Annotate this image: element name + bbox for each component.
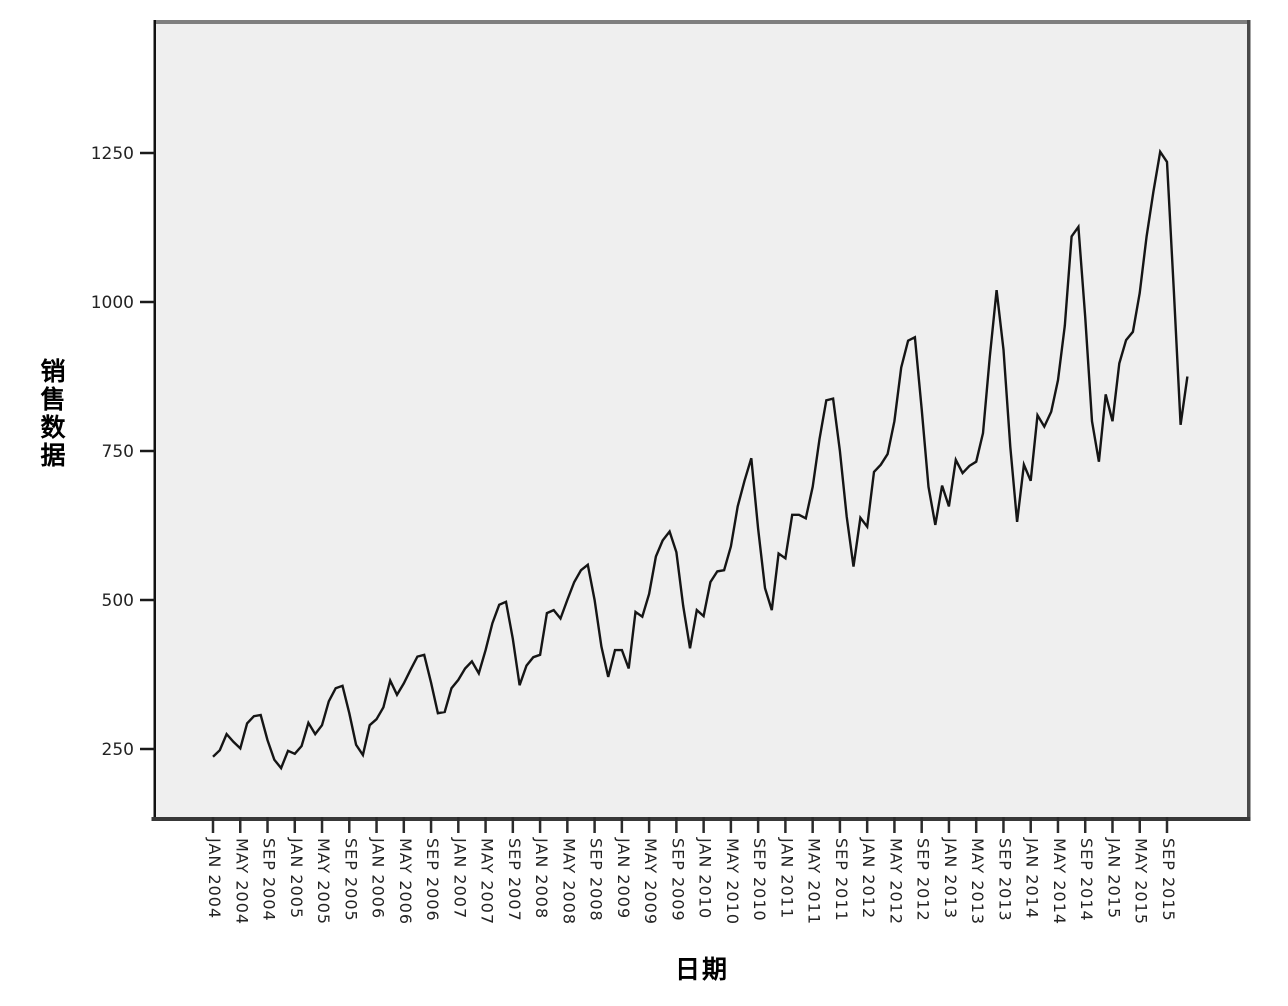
x-tick-label: SEP 2012	[914, 838, 933, 922]
x-tick-label: JAN 2010	[696, 837, 715, 919]
x-tick-label: SEP 2006	[423, 838, 442, 922]
frame-right	[1247, 20, 1251, 821]
x-tick-label: JAN 2008	[532, 837, 551, 919]
x-tick-label: SEP 2011	[832, 838, 851, 922]
x-tick-label: JAN 2012	[859, 837, 878, 919]
sales-series-line	[212, 148, 1189, 771]
x-tick-label: MAY 2006	[396, 838, 415, 925]
frame-top	[155, 20, 1250, 24]
y-tick-label: 750	[102, 442, 134, 462]
x-tick-label: JAN 2011	[777, 837, 796, 919]
x-tick-label: SEP 2004	[260, 838, 279, 922]
y-tick-label: 500	[102, 591, 134, 611]
x-tick-label: SEP 2009	[668, 838, 687, 922]
x-tick-label: SEP 2015	[1159, 838, 1178, 922]
x-tick-label: JAN 2006	[369, 837, 388, 919]
x-tick-label: JAN 2005	[287, 837, 306, 919]
x-tick-label: JAN 2013	[941, 837, 960, 919]
y-tick-label: 250	[102, 740, 134, 760]
x-tick-label: JAN 2009	[614, 837, 633, 919]
x-tick-label: MAY 2007	[478, 838, 497, 925]
x-tick-label: JAN 2015	[1104, 837, 1123, 919]
y-tick-label: 1250	[91, 144, 134, 164]
x-axis-ticks: JAN 2004 MAY 2004 SEP 2004 JAN 2005 MAY 2005…	[205, 817, 1178, 925]
frame-left (y-axis)	[153, 20, 156, 817]
x-tick-label: MAY 2009	[641, 838, 660, 925]
y-tick-label: 1000	[91, 293, 134, 313]
frame-bottom (x-axis)	[151, 817, 1251, 821]
x-tick-label: MAY 2015	[1132, 838, 1151, 925]
x-tick-label: MAY 2011	[805, 838, 824, 925]
x-tick-label: JAN 2014	[1023, 837, 1042, 919]
x-tick-label: MAY 2008	[559, 838, 578, 925]
x-tick-label: MAY 2013	[968, 838, 987, 925]
x-tick-label: MAY 2005	[314, 838, 333, 925]
plot-area	[155, 23, 1247, 817]
x-tick-label: SEP 2014	[1077, 838, 1096, 922]
x-tick-label: MAY 2010	[723, 838, 742, 925]
x-tick-label: JAN 2004	[205, 837, 224, 919]
x-tick-label: SEP 2013	[995, 838, 1014, 922]
x-tick-label: SEP 2007	[505, 838, 524, 922]
x-tick-label: MAY 2004	[232, 838, 251, 925]
x-tick-label: JAN 2007	[450, 837, 469, 919]
y-axis-title: 销售数据	[40, 357, 66, 470]
plot-frame	[151, 20, 1251, 821]
y-axis-ticks: 250 500 750 1000 1250	[91, 144, 155, 760]
x-tick-label: SEP 2005	[341, 838, 360, 922]
x-tick-label: MAY 2014	[1050, 838, 1069, 925]
x-tick-label: MAY 2012	[886, 838, 905, 925]
x-tick-label: SEP 2008	[587, 838, 606, 922]
x-axis-title: 日期	[674, 955, 729, 984]
x-tick-label: SEP 2010	[750, 838, 769, 922]
